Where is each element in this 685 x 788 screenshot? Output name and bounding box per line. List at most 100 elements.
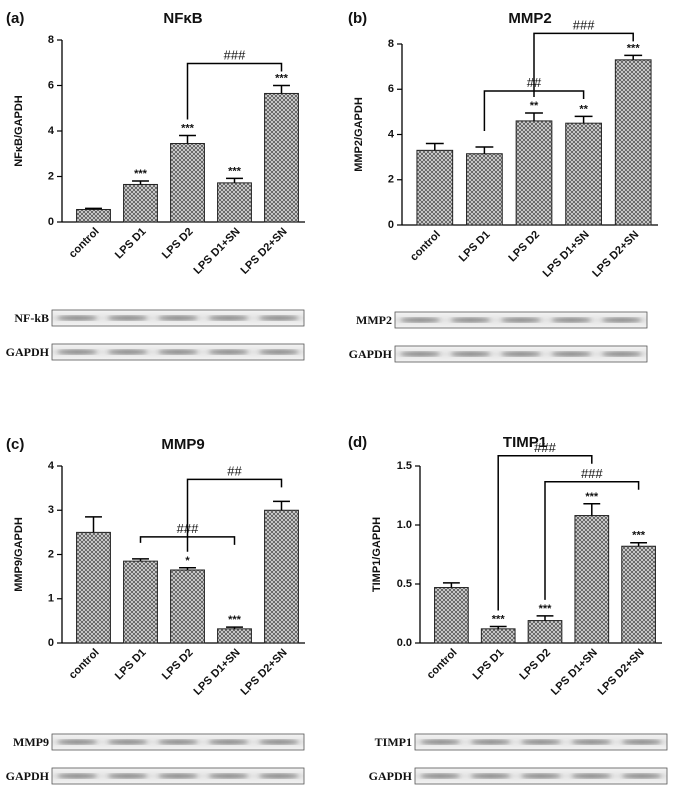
blot-band bbox=[107, 349, 148, 355]
blot-band bbox=[208, 349, 249, 355]
x-tick-label: control bbox=[408, 229, 443, 264]
error-bar bbox=[624, 54, 643, 60]
bar bbox=[614, 59, 652, 226]
error-bar bbox=[574, 115, 593, 124]
blot-band bbox=[551, 317, 592, 323]
error-bar bbox=[425, 142, 444, 151]
y-axis-label: TIMP1/GAPDH bbox=[371, 517, 383, 592]
significance-mark: *** bbox=[181, 123, 195, 135]
error-bar bbox=[583, 503, 601, 516]
y-tick-label: 0.0 bbox=[397, 637, 412, 649]
comparison-label: ## bbox=[227, 463, 242, 478]
bar bbox=[264, 92, 299, 223]
significance-mark: *** bbox=[632, 530, 646, 542]
error-bar bbox=[85, 207, 102, 210]
x-tick-label: LPS D1 bbox=[113, 226, 149, 262]
blot-band bbox=[621, 739, 662, 745]
significance-mark: *** bbox=[228, 614, 242, 626]
blot-band bbox=[208, 773, 249, 779]
y-tick-label: 0.5 bbox=[397, 578, 412, 590]
blot-label: GAPDH bbox=[349, 347, 393, 361]
blot-label: GAPDH bbox=[6, 769, 50, 783]
x-tick-label: LPS D1+SN bbox=[192, 226, 243, 277]
y-tick-label: 1.0 bbox=[397, 519, 412, 531]
panel-label: (d) bbox=[348, 434, 367, 451]
blot-band bbox=[501, 317, 541, 323]
bar bbox=[264, 509, 299, 644]
y-tick-label: 4 bbox=[48, 460, 55, 472]
blot-band bbox=[450, 351, 491, 357]
blot-label: TIMP1 bbox=[375, 735, 412, 749]
error-bar bbox=[475, 146, 494, 154]
error-bar bbox=[273, 84, 290, 94]
blot-band bbox=[158, 315, 198, 321]
blot-band bbox=[571, 739, 612, 745]
bar bbox=[217, 628, 252, 644]
comparison-label: ### bbox=[573, 17, 595, 32]
error-bar bbox=[85, 516, 102, 533]
comparison-label: ### bbox=[534, 440, 556, 455]
blot-label: GAPDH bbox=[6, 345, 50, 359]
x-tick-label: LPS D1+SN bbox=[541, 229, 592, 280]
blot-band bbox=[208, 739, 249, 745]
bar bbox=[565, 122, 602, 226]
x-tick-label: LPS D1 bbox=[471, 647, 507, 683]
x-tick-label: LPS D2+SN bbox=[596, 647, 647, 698]
blot-band bbox=[258, 349, 299, 355]
error-bar bbox=[226, 626, 243, 629]
x-tick-label: LPS D2 bbox=[517, 647, 553, 683]
y-tick-label: 1 bbox=[48, 593, 54, 605]
bar bbox=[480, 628, 516, 644]
x-tick-label: LPS D1 bbox=[457, 229, 493, 265]
blot-band bbox=[601, 351, 642, 357]
blot-band bbox=[521, 739, 561, 745]
bar bbox=[466, 153, 503, 226]
y-tick-label: 2 bbox=[48, 170, 54, 182]
bar bbox=[123, 183, 158, 223]
bar bbox=[217, 182, 252, 223]
y-tick-label: 4 bbox=[388, 128, 395, 140]
blot-band bbox=[208, 315, 249, 321]
error-bar bbox=[442, 582, 460, 588]
significance-mark: *** bbox=[539, 603, 553, 615]
x-tick-label: LPS D2+SN bbox=[239, 226, 290, 277]
blot-band bbox=[601, 317, 642, 323]
y-tick-label: 6 bbox=[48, 79, 54, 91]
bar bbox=[515, 120, 553, 226]
bar bbox=[76, 208, 111, 223]
x-tick-label: control bbox=[425, 647, 460, 682]
blot-band bbox=[470, 773, 511, 779]
y-tick-label: 8 bbox=[48, 34, 54, 46]
blot-band bbox=[57, 315, 98, 321]
panel-label: (c) bbox=[6, 436, 24, 453]
y-tick-label: 2 bbox=[48, 548, 54, 560]
error-bar bbox=[226, 177, 243, 183]
blot-band bbox=[571, 773, 612, 779]
y-tick-label: 0 bbox=[388, 219, 394, 231]
blot-band bbox=[57, 773, 98, 779]
significance-bracket bbox=[497, 455, 593, 611]
blot-band bbox=[258, 739, 299, 745]
chart-title: TIMP1 bbox=[503, 434, 547, 451]
blot-band bbox=[57, 349, 98, 355]
y-tick-label: 6 bbox=[388, 83, 394, 95]
x-tick-label: control bbox=[67, 647, 102, 682]
significance-mark: *** bbox=[492, 613, 506, 625]
chart-title: MMP9 bbox=[161, 436, 204, 453]
blot-band bbox=[450, 317, 491, 323]
comparison-label: ### bbox=[224, 48, 246, 63]
blot-band bbox=[501, 351, 541, 357]
y-tick-label: 4 bbox=[48, 125, 55, 137]
chart-title: NFκB bbox=[163, 10, 202, 27]
error-bar bbox=[536, 615, 554, 621]
blot-band bbox=[107, 315, 148, 321]
blot-band bbox=[258, 773, 299, 779]
x-tick-label: LPS D1+SN bbox=[192, 647, 243, 698]
error-bar bbox=[273, 500, 290, 511]
x-tick-label: LPS D1 bbox=[113, 647, 149, 683]
blot-band bbox=[420, 773, 461, 779]
bar bbox=[170, 143, 205, 223]
blot-band bbox=[158, 773, 198, 779]
y-axis-label: MMP9/GAPDH bbox=[13, 517, 25, 592]
bar bbox=[123, 560, 158, 644]
